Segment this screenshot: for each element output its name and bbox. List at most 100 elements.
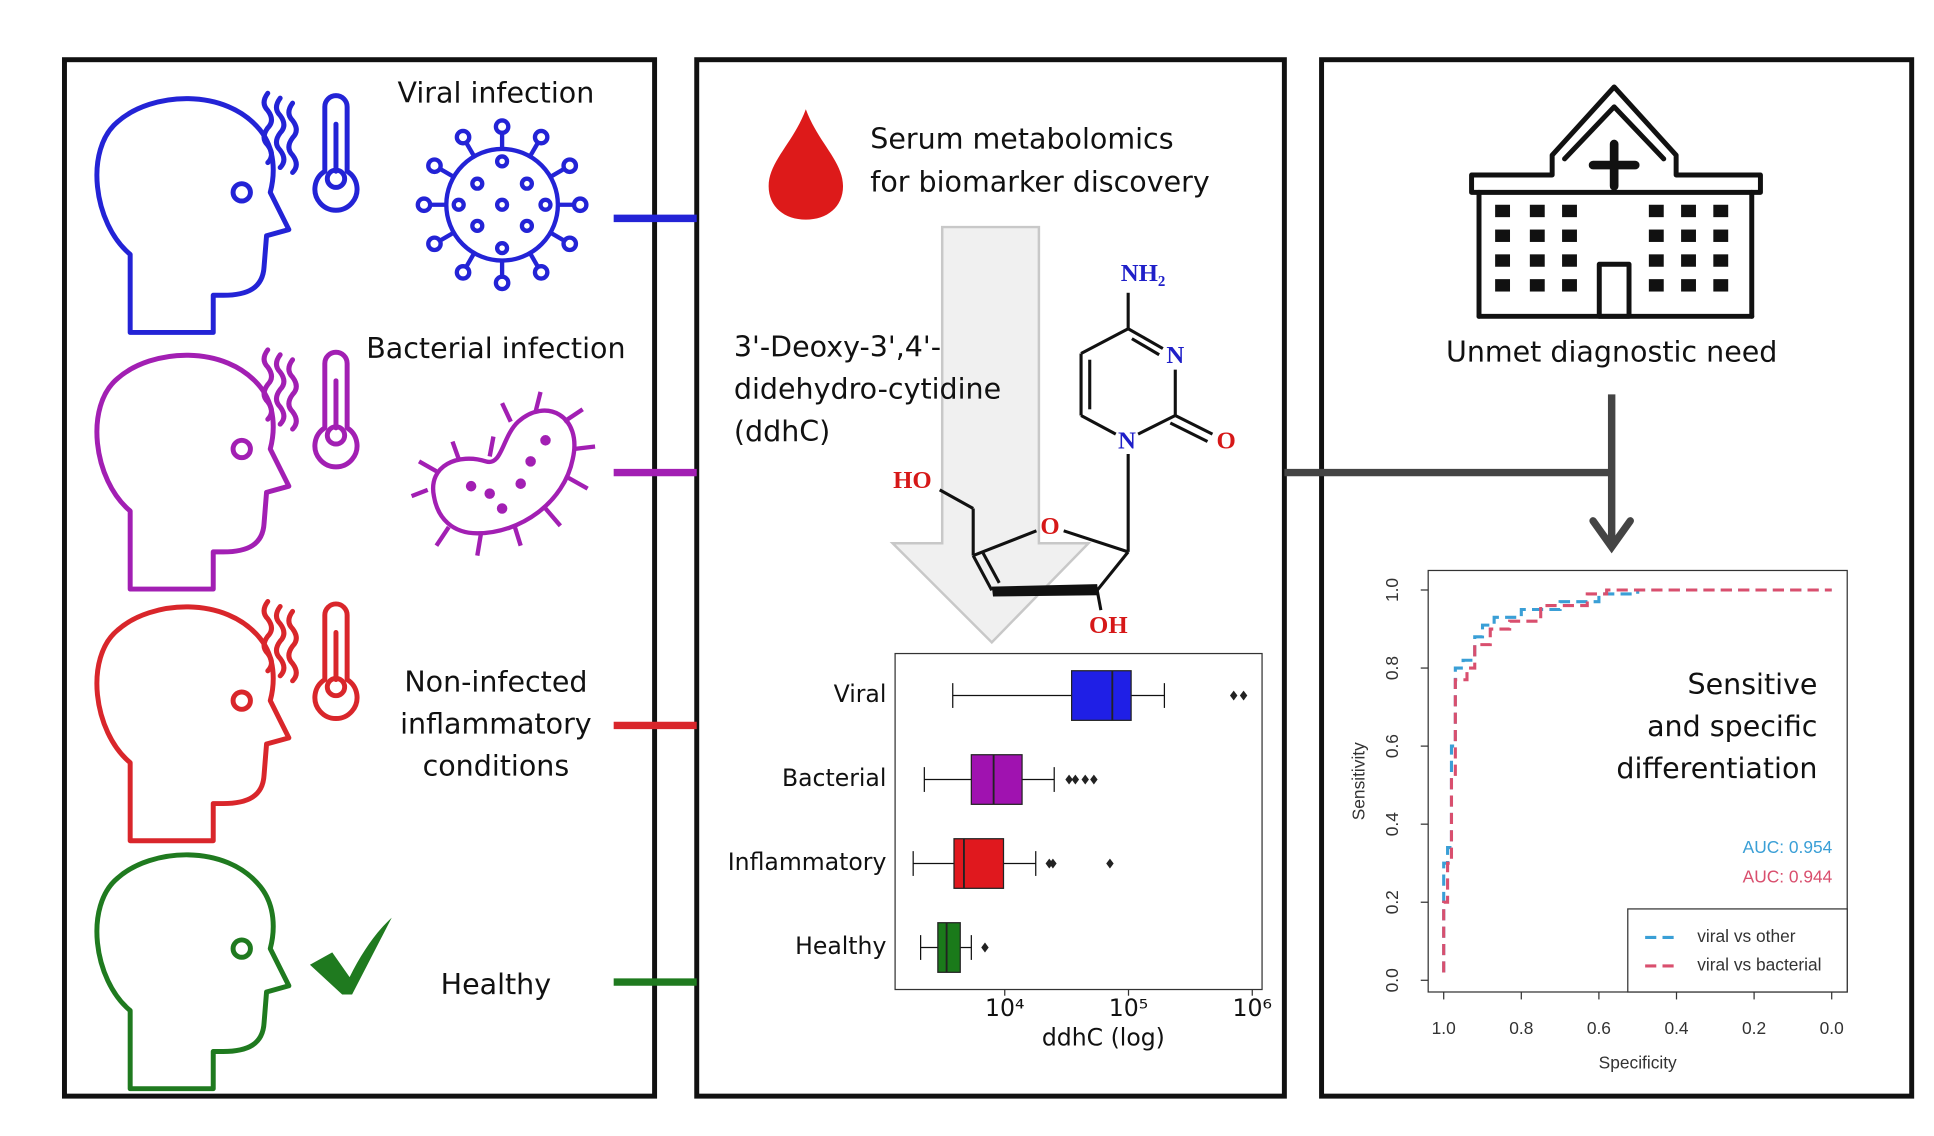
bacterium-dot (484, 488, 495, 499)
annotation: differentiation (1616, 752, 1817, 785)
bacterium-flagellum (410, 487, 429, 499)
roc-curve (1442, 588, 1832, 973)
virus-dot (494, 154, 510, 169)
condition-label: Viral infection (398, 76, 595, 109)
condition-label: conditions (423, 750, 570, 783)
atom-label: OH (1089, 612, 1128, 639)
virus-spike-tip (561, 157, 579, 175)
virus-dot (470, 218, 485, 233)
bacterium-flagellum (562, 407, 584, 424)
down-arrow (889, 225, 1092, 645)
hospital-window (1713, 204, 1729, 218)
hospital-window (1713, 279, 1729, 292)
box (953, 838, 1005, 889)
bacterium-dot (525, 456, 536, 467)
hospital-window (1648, 254, 1664, 267)
panel-frame (61, 57, 658, 1099)
hospital-window (1713, 254, 1729, 267)
atom-label: O (1040, 513, 1059, 540)
atom-label: O (1216, 427, 1235, 454)
virus-dot (519, 218, 535, 233)
annotation: Sensitive (1688, 668, 1818, 701)
bacterium-dot (515, 478, 526, 489)
y-tick-label: 0.0 (1382, 968, 1402, 992)
thermometer-icon (312, 349, 360, 470)
outlier (1106, 858, 1114, 869)
virus-spike (549, 166, 566, 179)
outlier (1239, 690, 1248, 701)
atom-label: NH₂ (1121, 260, 1166, 287)
virus-spike-tip (454, 128, 472, 146)
outlier (1071, 774, 1080, 785)
panel-frame (694, 57, 1287, 1099)
bacterium-flagellum (543, 507, 563, 528)
compound-name: 3'-Deoxy-3',4'- (734, 331, 941, 364)
bacterium-flagellum (487, 436, 496, 457)
outlier (1049, 858, 1057, 869)
auc-label: AUC: 0.954 (1743, 837, 1833, 857)
box (937, 922, 961, 973)
y-tick-label: Bacterial (782, 764, 886, 792)
x-tick-label: 10⁴ (985, 994, 1024, 1022)
y-tick-label: Healthy (795, 932, 886, 960)
head-icon (94, 852, 292, 1092)
box (970, 754, 1023, 805)
x-axis-label: ddhC (log) (1042, 1024, 1165, 1052)
auc-label: AUC: 0.944 (1743, 867, 1833, 887)
hospital-window (1495, 229, 1511, 242)
virus-spike-tip (493, 118, 511, 136)
bacterium-flagellum (417, 459, 438, 474)
fever-wave (273, 95, 287, 171)
x-tick-label: 0.0 (1820, 1018, 1844, 1038)
virus-spike-tip (532, 264, 550, 281)
hospital-window (1495, 204, 1511, 218)
y-tick-label: Viral (834, 680, 887, 708)
legend-label: viral vs other (1697, 926, 1796, 946)
x-tick-label: 0.4 (1664, 1018, 1688, 1038)
eye (230, 437, 253, 461)
virus-dot (519, 176, 535, 191)
virus-spike (438, 230, 455, 243)
bacterium-flagellum (566, 475, 589, 491)
virus-spike (549, 230, 566, 243)
bacterium-flagellum (533, 391, 543, 413)
panel-frame (1319, 57, 1915, 1099)
panel-title: Unmet diagnostic need (1446, 336, 1777, 369)
hospital-window (1648, 229, 1664, 242)
x-tick-label: 0.8 (1509, 1018, 1533, 1038)
hospital-window (1529, 254, 1545, 267)
wedge-bond (991, 584, 1099, 597)
bacterium-flagellum (434, 525, 451, 547)
virus-dot (451, 197, 466, 212)
virus-dot (538, 197, 553, 212)
outlier (1229, 690, 1238, 701)
outlier (981, 942, 989, 953)
x-tick-label: 10⁵ (1109, 994, 1148, 1022)
compound-name: (ddhC) (734, 415, 830, 448)
fever-wave (286, 100, 299, 176)
virus-spike-tip (454, 264, 472, 281)
hospital-window (1648, 204, 1664, 218)
checkmark-icon (309, 917, 392, 995)
bacterium-dot (540, 435, 551, 446)
condition-label: Non-infected (404, 665, 587, 698)
fever-wave (273, 603, 287, 679)
bacterium-flagellum (512, 525, 523, 547)
x-axis-label: Specificity (1599, 1052, 1677, 1072)
bacterium-icon (410, 391, 596, 556)
condition-label: Healthy (441, 968, 552, 1001)
condition-label: Bacterial infection (366, 332, 625, 365)
connector-arrow (1284, 394, 1634, 554)
bacterium-flagellum (573, 444, 596, 452)
thermometer-icon (312, 601, 360, 721)
x-tick-label: 0.2 (1742, 1018, 1766, 1038)
hospital-icon (1469, 84, 1763, 319)
fever-wave (286, 608, 299, 684)
virus-spike (528, 141, 540, 158)
hospital-window (1495, 279, 1511, 292)
bacterium-dot (465, 480, 477, 492)
head-icon (94, 352, 292, 592)
annotation: and specific (1647, 710, 1817, 743)
hospital-window (1529, 204, 1545, 218)
